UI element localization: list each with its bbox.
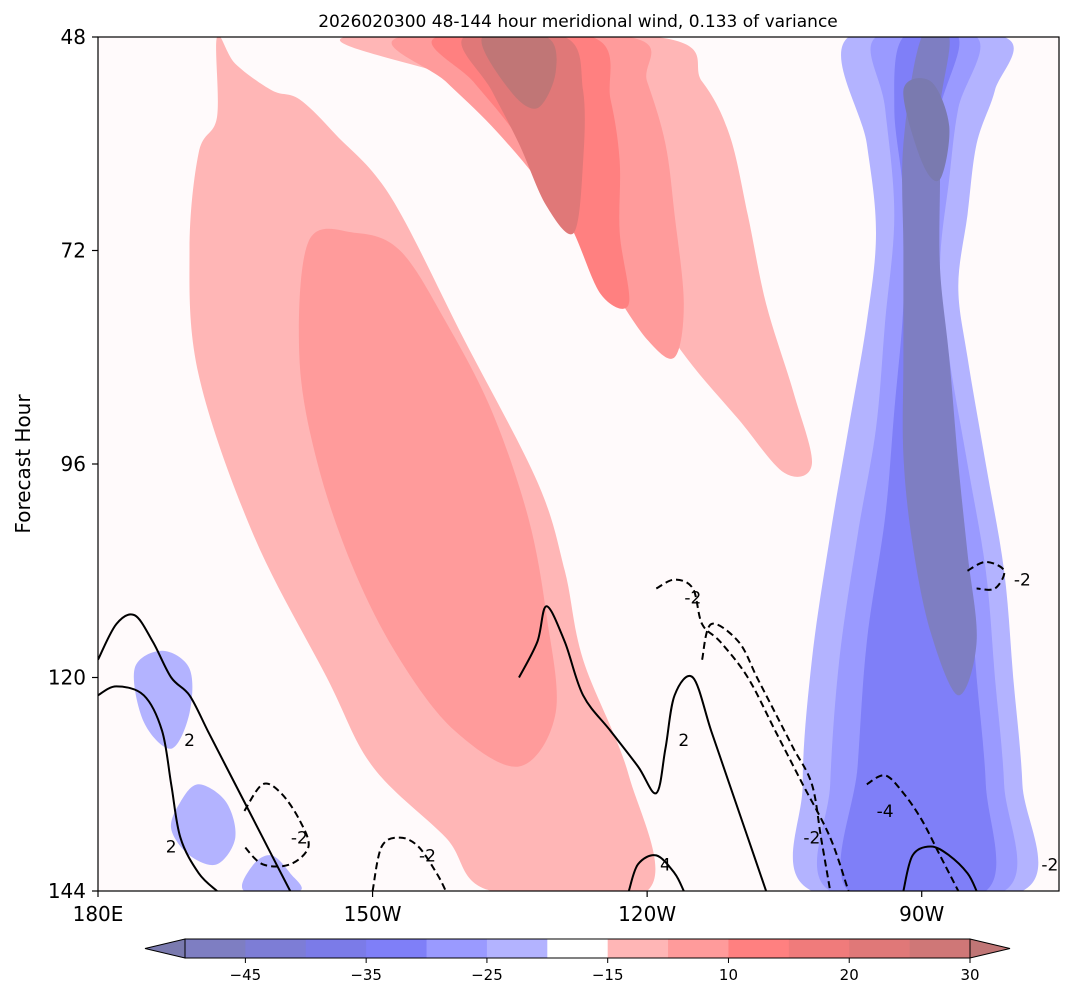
- colorbar-swatch: [185, 939, 246, 958]
- colorbar-tick-label: −45: [230, 966, 262, 984]
- x-tick-label: 150W: [344, 902, 402, 926]
- colorbar-swatch: [788, 939, 850, 958]
- contour-line-solid-east: [902, 845, 978, 891]
- filled-region-negative-blob-3: [241, 855, 302, 891]
- colorbar-extend-min: [144, 938, 186, 959]
- filled-region-positive-core-west: [298, 228, 557, 767]
- colorbar-tick-label: −35: [350, 966, 382, 984]
- contour-label-label-pos2-c: 2: [678, 731, 689, 751]
- filled-region-negative-blob-1: [133, 650, 193, 749]
- colorbar-swatch: [366, 939, 428, 958]
- y-tick-label: 120: [48, 666, 86, 690]
- filled-region-positive-peak-north: [481, 37, 557, 109]
- contour-label-label-neg2-b: -2: [1014, 571, 1031, 591]
- colorbar-swatch: [607, 939, 669, 958]
- contour-line-solid-4: [627, 854, 685, 891]
- colorbar-swatch: [909, 939, 971, 958]
- colorbar-tick-label: 20: [840, 966, 859, 984]
- y-tick-label: 48: [61, 25, 86, 49]
- colorbar: −45−35−25−1510203040: [144, 938, 1011, 984]
- filled-region-negative-peak: [903, 78, 950, 182]
- contour-label-label-neg2-d: -2: [419, 846, 436, 866]
- colorbar-swatch: [426, 939, 488, 958]
- y-axis-ticks: 48 72 96 120 144: [48, 25, 98, 903]
- filled-contours: [43, 37, 1039, 891]
- colorbar-swatch: [245, 939, 307, 958]
- x-axis-ticks: 180E150W120W90W60W: [73, 891, 945, 926]
- colorbar-extend-max: [969, 938, 1011, 959]
- filled-region-positive-core-north: [461, 37, 585, 235]
- colorbar-swatch: [305, 939, 367, 958]
- contour-line-dashed-west: [243, 782, 310, 868]
- line-contours: [98, 560, 1006, 891]
- colorbar-tick-label: −15: [592, 966, 624, 984]
- y-tick-label: 72: [61, 239, 86, 263]
- chart-title: 2026020300 48-144 hour meridional wind, …: [318, 12, 838, 32]
- colorbar-swatch: [486, 939, 548, 958]
- colorbar-tick-label: −25: [471, 966, 503, 984]
- colorbar-tick-label: 30: [960, 966, 979, 984]
- contour-label-label-neg2-e: -2: [803, 829, 820, 849]
- contour-label-label-pos2-d: -2: [1041, 855, 1058, 875]
- colorbar-swatch: [728, 939, 790, 958]
- filled-region-negative-blob-4: [43, 562, 80, 591]
- contour-line-dashed-east: [866, 774, 960, 891]
- contour-line-solid-west-inner: [98, 685, 218, 891]
- x-tick-label: 120W: [618, 902, 676, 926]
- contour-line-dashed-mid-left: [371, 836, 447, 891]
- contour-label-label-neg2-a: -2: [684, 588, 701, 608]
- x-tick-label: 90W: [899, 902, 944, 926]
- filled-region-negative-blob-2: [170, 784, 236, 866]
- colorbar-frame: [184, 938, 971, 959]
- contour-label-label-pos2-b: 2: [166, 838, 177, 858]
- colorbar-swatch: [547, 939, 609, 958]
- y-tick-label: 96: [61, 452, 86, 476]
- filled-region-positive-band-north: [340, 37, 812, 477]
- contour-label-label-pos4: 4: [660, 855, 671, 875]
- contour-line-dashed-mid-2: [701, 622, 832, 891]
- contour-line-dashed-small: [967, 560, 1006, 591]
- contour-line-solid-west-outer: [98, 613, 292, 891]
- x-tick-label: 180E: [73, 902, 124, 926]
- contour-label-label-pos2-a: 2: [184, 731, 195, 751]
- y-tick-label: 144: [48, 879, 86, 903]
- colorbar-tick-label: 10: [719, 966, 738, 984]
- contour-labels: -2 -2 -2 -2 -2 -4 2 2 2 -2 4: [166, 571, 1059, 876]
- filled-region-negative-core: [902, 37, 977, 696]
- contour-label-label-neg4: -4: [877, 802, 894, 822]
- contour-label-label-neg2-c: -2: [291, 829, 308, 849]
- y-axis-label: Forecast Hour: [11, 394, 35, 534]
- contour-line-solid-mid: [518, 605, 768, 891]
- colorbar-swatch: [849, 939, 911, 958]
- colorbar-swatch: [668, 939, 729, 958]
